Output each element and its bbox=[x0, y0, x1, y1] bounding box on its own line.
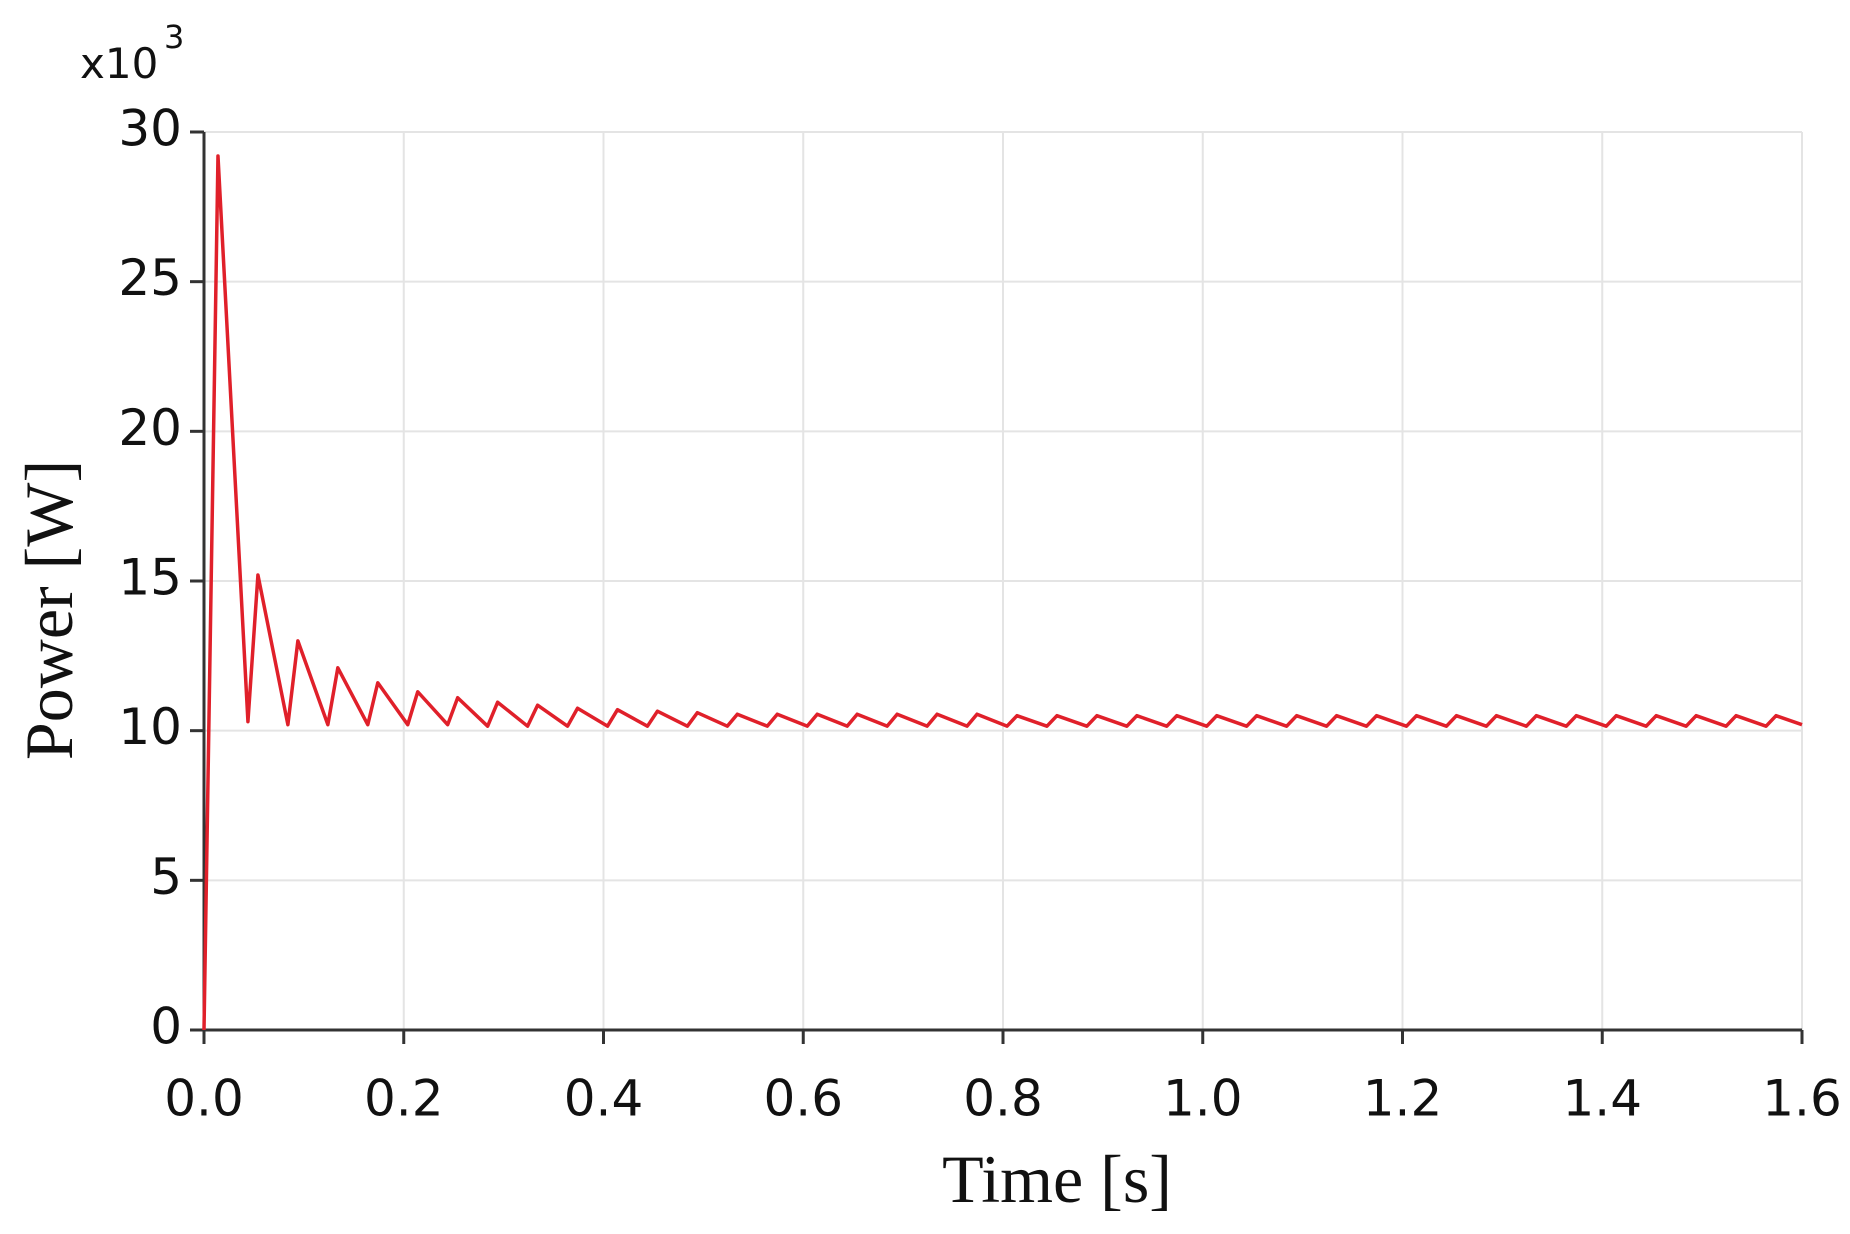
y-multiplier-exponent: 3 bbox=[164, 18, 184, 56]
y-tick-label: 20 bbox=[118, 399, 182, 457]
x-axis-title: Time [s] bbox=[942, 1141, 1172, 1217]
y-tick-label: 5 bbox=[150, 848, 182, 906]
x-tick-label: 0.8 bbox=[963, 1070, 1043, 1128]
y-tick-label: 0 bbox=[150, 998, 182, 1056]
y-tick-label: 30 bbox=[118, 100, 182, 158]
y-tick-label: 15 bbox=[118, 549, 182, 607]
y-axis-title: Power [W] bbox=[11, 460, 87, 760]
x-tick-label: 0.4 bbox=[564, 1070, 644, 1128]
y-tick-label: 25 bbox=[118, 249, 182, 307]
x-tick-label: 1.0 bbox=[1163, 1070, 1243, 1128]
x-tick-label: 1.2 bbox=[1363, 1070, 1443, 1128]
x-tick-label: 1.6 bbox=[1762, 1070, 1842, 1128]
y-tick-label: 10 bbox=[118, 698, 182, 756]
x-tick-label: 0.0 bbox=[164, 1070, 244, 1128]
x-tick-label: 1.4 bbox=[1562, 1070, 1642, 1128]
y-multiplier: x10 bbox=[80, 39, 158, 88]
data-line bbox=[202, 154, 1803, 1031]
x-tick-label: 0.6 bbox=[763, 1070, 843, 1128]
x-tick-label: 0.2 bbox=[364, 1070, 444, 1128]
